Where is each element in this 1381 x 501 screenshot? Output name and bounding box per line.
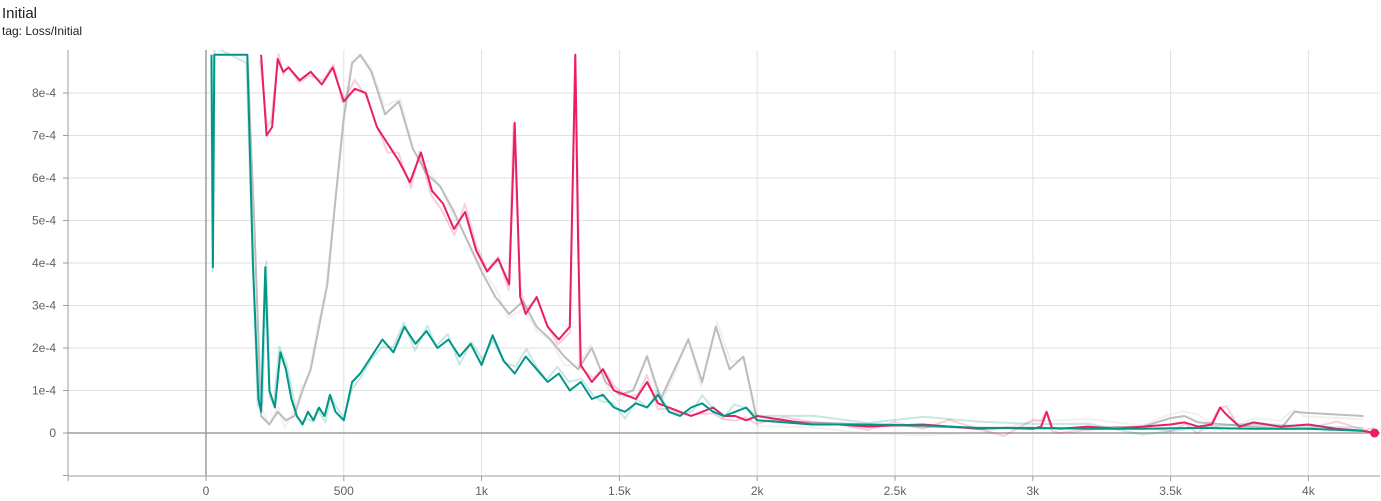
x-tick-label: 0 xyxy=(203,484,210,498)
x-tick-label: 2.5k xyxy=(884,484,908,498)
series-line[interactable] xyxy=(210,53,1364,432)
x-tick-label: 1k xyxy=(475,484,489,498)
y-tick-label: 2e-4 xyxy=(32,341,56,355)
y-tick-label: 8e-4 xyxy=(32,86,56,100)
y-tick-label: 3e-4 xyxy=(32,299,56,313)
chart-title: Initial xyxy=(2,5,38,22)
series-raw-line xyxy=(247,55,1364,437)
y-tick-label: 0 xyxy=(49,426,56,440)
series-raw-line xyxy=(259,53,1375,437)
series-group xyxy=(210,50,1375,437)
axes xyxy=(63,50,1380,481)
end-markers xyxy=(1370,428,1380,438)
chart-header: Initial tag: Loss/Initial xyxy=(2,4,82,39)
y-tick-label: 6e-4 xyxy=(32,171,56,185)
y-tick-label: 5e-4 xyxy=(32,214,56,228)
series-line[interactable] xyxy=(260,53,1375,434)
series-line[interactable] xyxy=(246,53,1364,430)
x-tick-label: 4k xyxy=(1302,484,1316,498)
y-tick-label: 7e-4 xyxy=(32,129,56,143)
tick-labels: 0 500 1k 1.5k 2k 2.5k 3k 3.5k 4k 0 1e-4 2e-4 3e-4 4e-… xyxy=(32,86,1316,498)
y-tick-label: 1e-4 xyxy=(32,384,56,398)
chart-tag: tag: Loss/Initial xyxy=(2,24,83,38)
x-tick-label: 3k xyxy=(1026,484,1040,498)
x-tick-label: 1.5k xyxy=(608,484,632,498)
y-tick-label: 4e-4 xyxy=(32,256,56,270)
x-tick-label: 500 xyxy=(334,484,354,498)
x-tick-label: 3.5k xyxy=(1159,484,1183,498)
x-tick-label: 2k xyxy=(751,484,765,498)
series-end-marker xyxy=(1370,428,1380,438)
